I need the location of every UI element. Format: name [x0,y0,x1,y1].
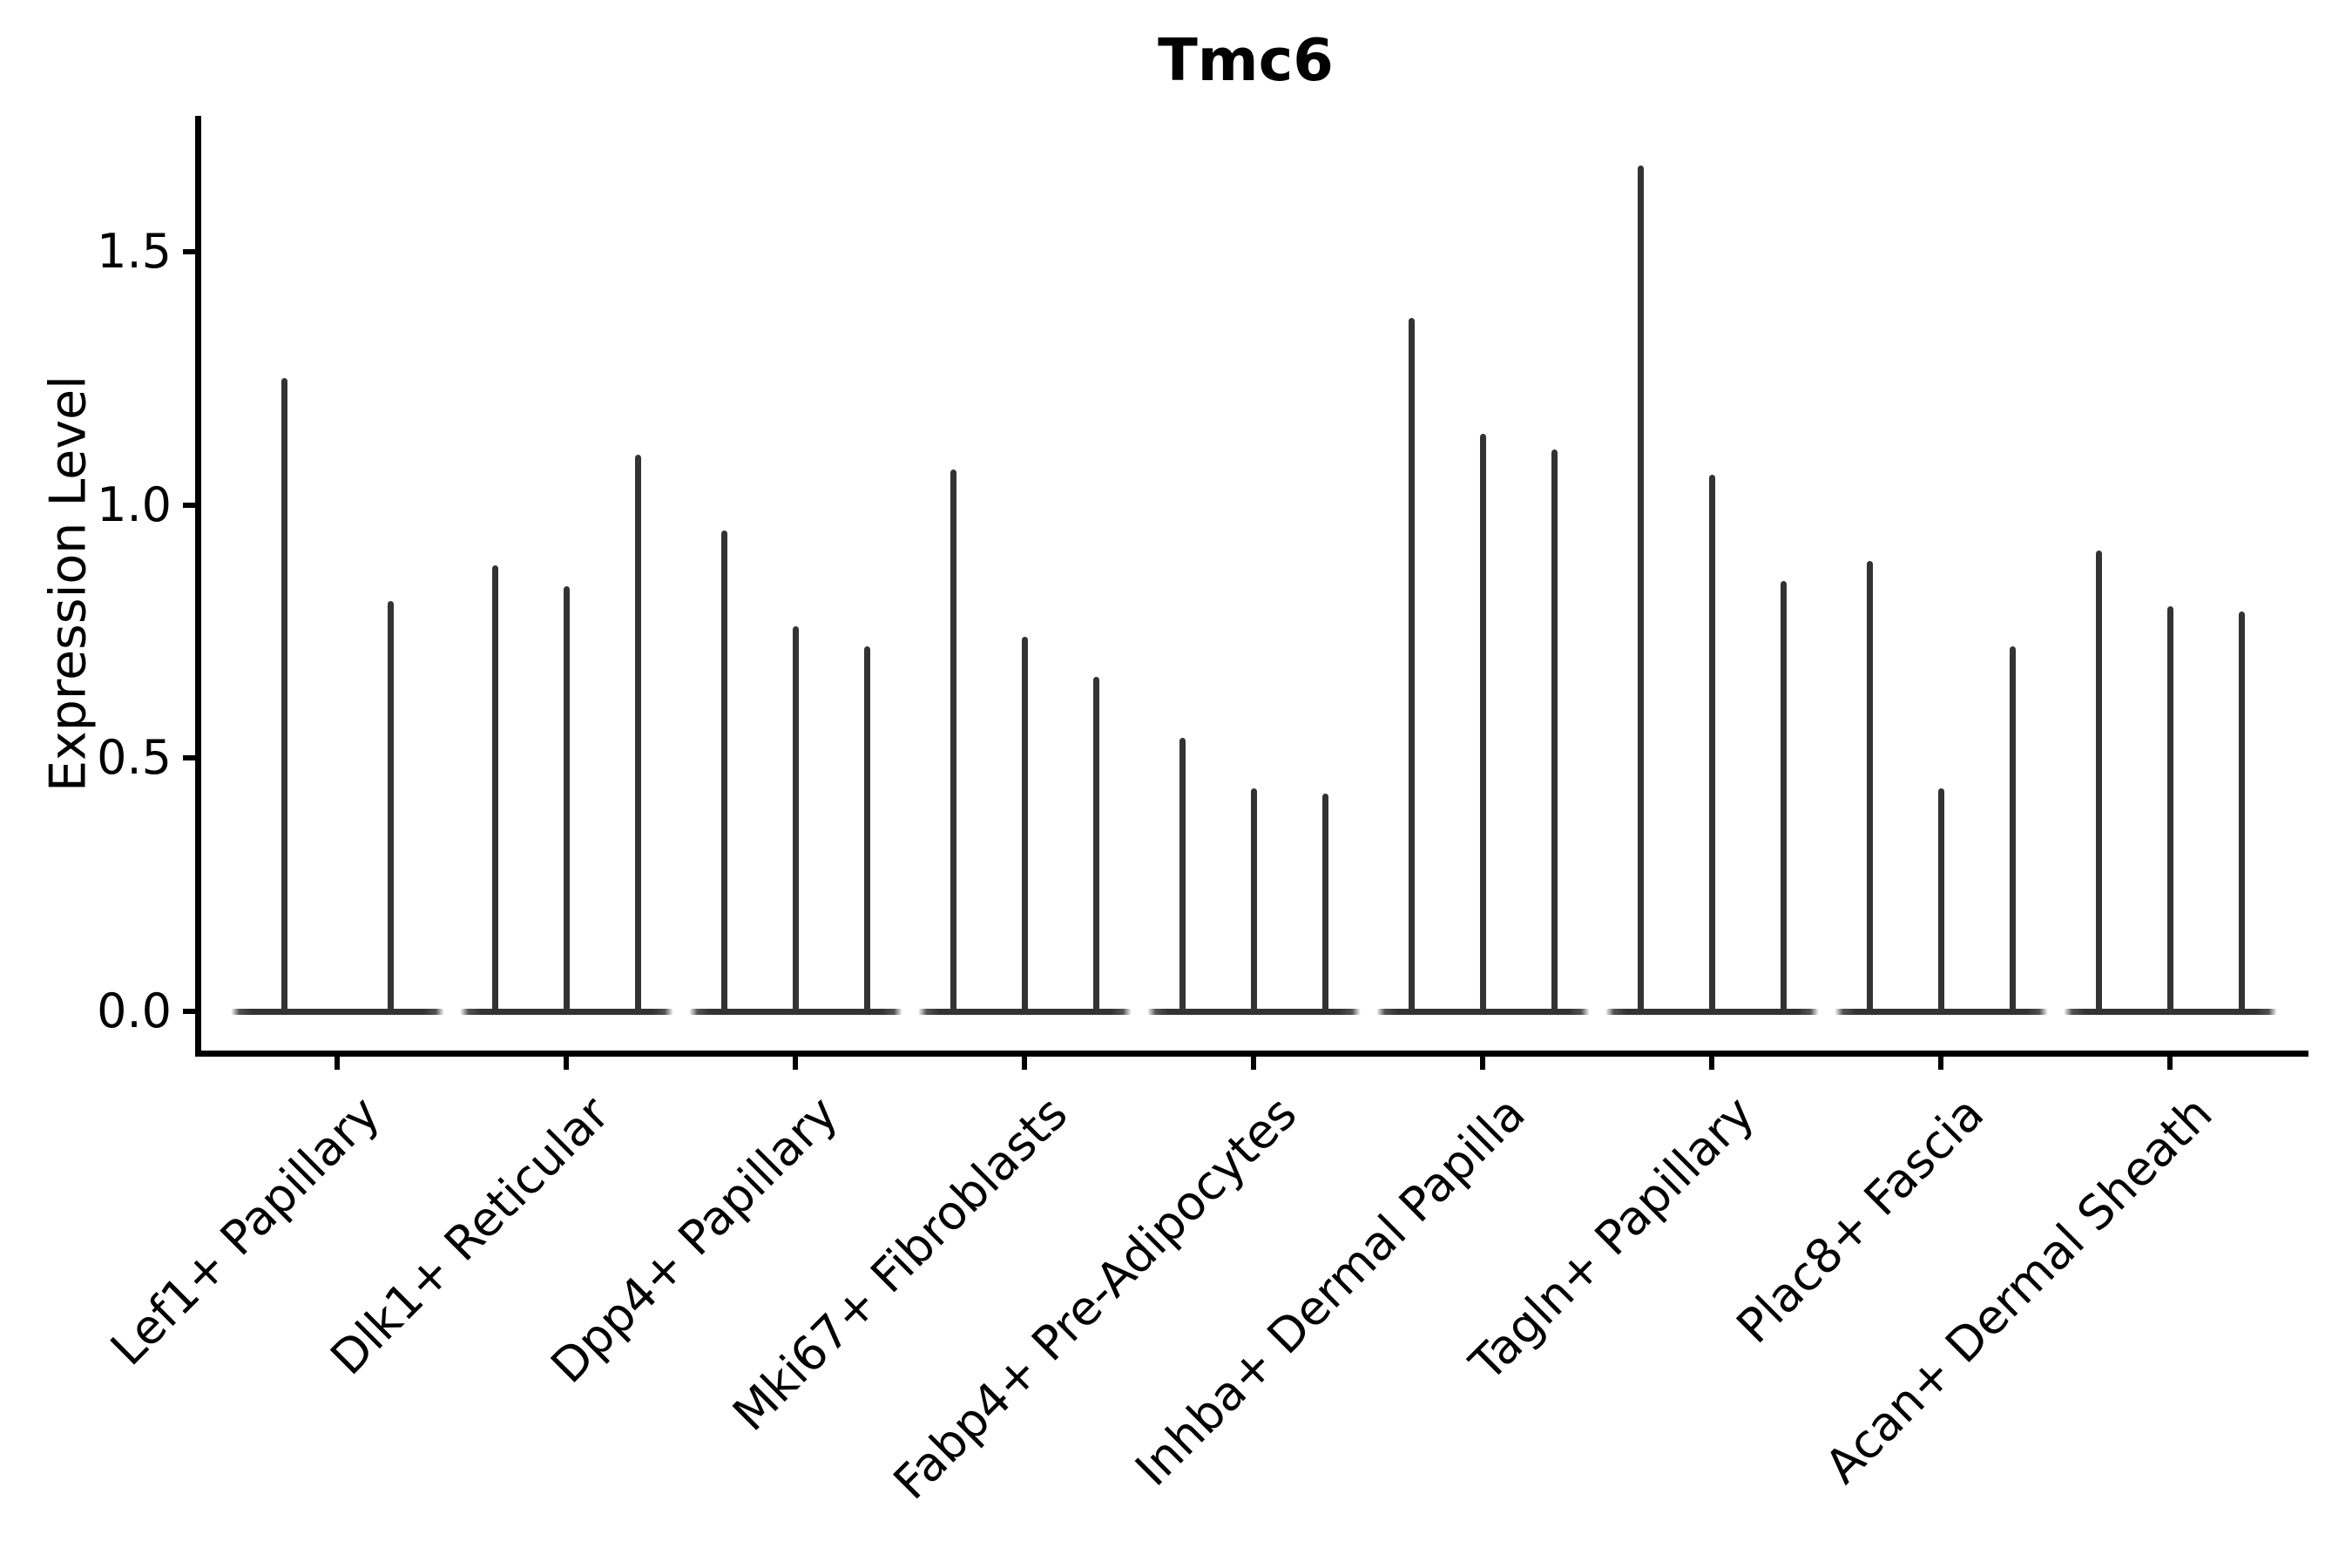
violin-spike [1866,560,1873,1015]
violin-spike [2095,551,2102,1015]
x-tick [2167,1056,2173,1070]
y-tick-label: 0.0 [97,983,172,1038]
x-tick-label: Fabp4+ Pre-Adipocytes [882,1085,1308,1511]
violin-spike [491,565,498,1015]
violin-spike [863,646,870,1015]
violin-spike [1479,434,1486,1015]
violin-spike [2166,605,2173,1015]
violin-spike [1937,788,1944,1015]
violin-spike [1408,317,1415,1015]
violin-spike [720,530,727,1015]
violin-spike [634,454,641,1015]
y-tick [183,1009,196,1014]
x-tick [335,1056,340,1070]
x-tick [1938,1056,1943,1070]
y-tick [183,755,196,761]
x-axis-spine [195,1051,2308,1057]
violin-spike [1179,738,1186,1015]
x-tick [1709,1056,1714,1070]
plot-title: Tmc6 [1158,26,1334,94]
y-axis-spine [195,116,201,1057]
violin-baseline [230,1008,444,1015]
x-tick-label: Acan+ Dermal Sheath [1815,1085,2224,1494]
violin-spike [1021,636,1028,1015]
y-axis-label: Expression Level [39,375,98,792]
violin-spike [1551,449,1558,1015]
x-tick [793,1056,798,1070]
y-tick [183,249,196,255]
y-tick-label: 1.0 [97,476,172,532]
violin-spike [1250,788,1257,1015]
violin-spike [1708,474,1715,1015]
violin-spike [2009,646,2016,1015]
x-tick [1022,1056,1027,1070]
violin-spike [950,470,956,1015]
violin-spike [563,585,570,1015]
y-tick [183,502,196,508]
violin-spike [387,601,394,1015]
violin-spike [1637,166,1644,1015]
violin-spike [280,378,287,1015]
violin-spike [792,626,799,1015]
x-tick-label: Inhba+ Dermal Papilla [1125,1085,1537,1497]
x-tick-label: Plac8+ Fascia [1726,1085,1995,1355]
x-tick [1480,1056,1485,1070]
y-tick-label: 1.5 [97,224,172,280]
y-tick-label: 0.5 [97,730,172,786]
violin-spike [1321,794,1328,1015]
violin-spike [1092,677,1099,1015]
violin-spike [2238,611,2245,1015]
x-tick [564,1056,569,1070]
violin-spike [1780,580,1787,1015]
x-tick [1251,1056,1256,1070]
